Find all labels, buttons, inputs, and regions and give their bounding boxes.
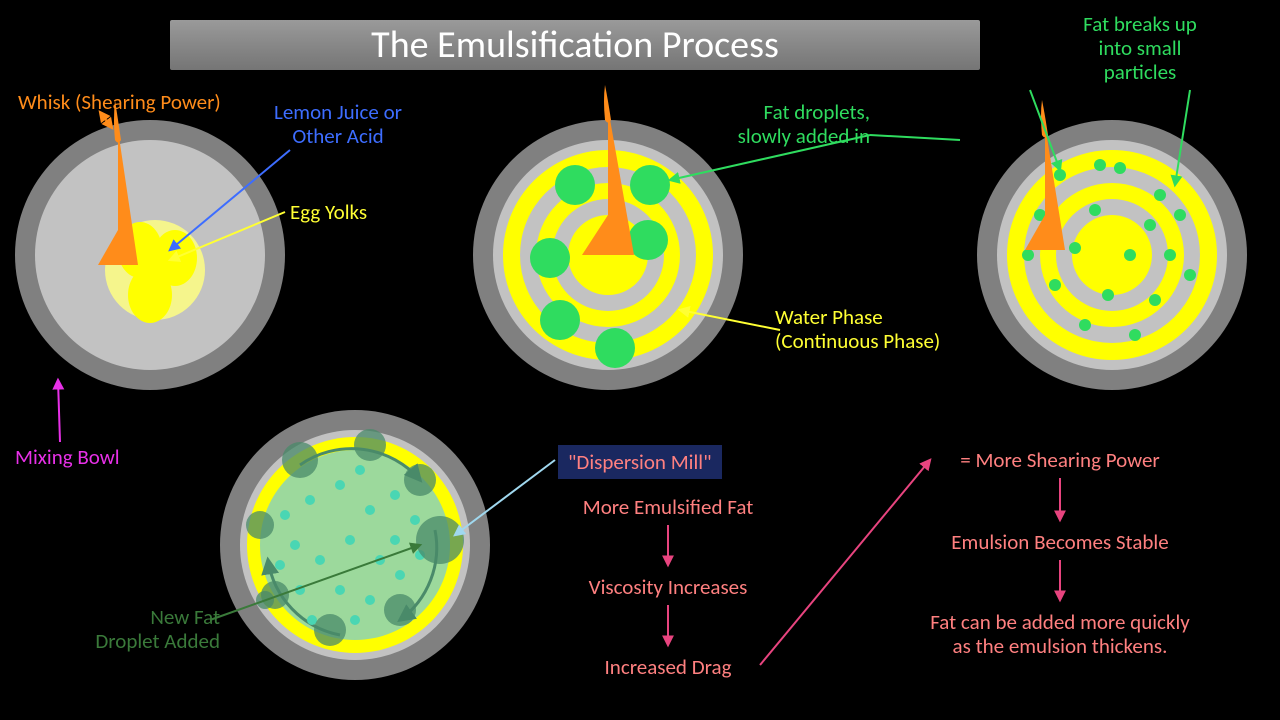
- label-chain3: Increased Drag: [558, 655, 778, 679]
- bowl-1: [15, 100, 285, 390]
- label-fat-droplets: Fat droplets, slowly added in: [670, 100, 870, 148]
- label-chain1: More Emulsified Fat: [558, 495, 778, 519]
- bowl-3: [977, 100, 1247, 390]
- label-egg: Egg Yolks: [290, 200, 367, 224]
- label-bowl: Mixing Bowl: [15, 445, 120, 469]
- title-bar: The Emulsification Process: [170, 20, 980, 70]
- label-chain5: Emulsion Becomes Stable: [920, 530, 1200, 554]
- label-fat-breaks: Fat breaks up into small particles: [1000, 12, 1280, 84]
- bowl-4: [220, 410, 490, 680]
- label-chain4: = More Shearing Power: [920, 448, 1200, 472]
- label-dispersion: "Dispersion Mill": [558, 445, 722, 479]
- label-chain2: Viscosity Increases: [558, 575, 778, 599]
- label-water-phase: Water Phase (Continuous Phase): [775, 305, 940, 353]
- label-chain6: Fat can be added more quickly as the emu…: [900, 610, 1220, 658]
- label-whisk: Whisk (Shearing Power): [18, 90, 221, 114]
- label-new-fat: New Fat Droplet Added: [40, 605, 220, 653]
- label-lemon: Lemon Juice or Other Acid: [248, 100, 428, 148]
